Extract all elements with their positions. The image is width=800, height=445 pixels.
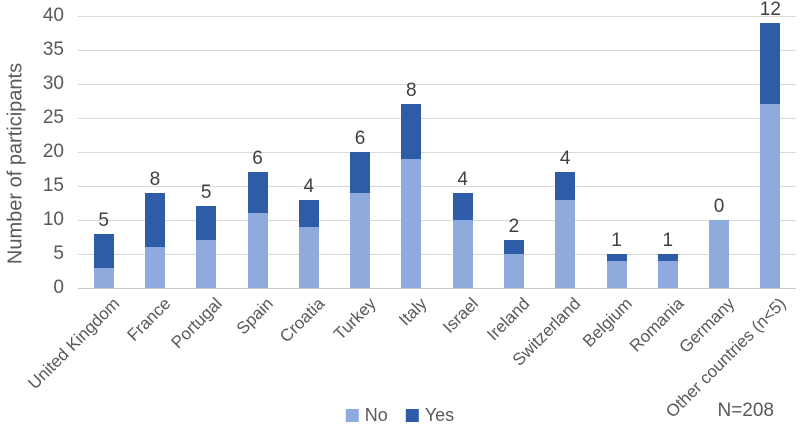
bar-segment-no (503, 254, 524, 288)
bar-segment-no (93, 267, 114, 288)
bar-value-label: 8 (406, 80, 417, 102)
bar-segment-yes (298, 199, 319, 227)
chart-legend: No Yes (345, 405, 455, 426)
legend-swatch-icon (405, 409, 419, 422)
bar-segment-no (247, 213, 268, 288)
bar-value-label: 4 (303, 175, 315, 197)
x-category-label: Turkey (329, 294, 380, 344)
y-tick-label: 40 (42, 5, 64, 26)
x-category-label: Portugal (167, 294, 226, 353)
legend-item-yes: Yes (405, 405, 455, 426)
gridline (78, 152, 796, 153)
bar-segment-no (452, 220, 473, 288)
y-tick-label: 35 (42, 39, 64, 60)
bar-segment-yes (452, 192, 473, 220)
y-tick-label: 30 (42, 73, 64, 94)
x-axis-line (78, 288, 796, 289)
bar-segment-no (144, 247, 165, 288)
x-category-label: Croatia (276, 294, 329, 347)
y-tick-label: 5 (53, 243, 64, 264)
x-category-label: Italy (395, 294, 431, 330)
y-tick-label: 0 (53, 277, 64, 298)
bar-segment-yes (350, 152, 371, 193)
bar-segment-yes (144, 192, 165, 248)
bar-segment-no (709, 220, 730, 288)
gridline (78, 254, 796, 255)
bar-value-label: 5 (200, 182, 212, 204)
bar-value-label: 4 (457, 168, 468, 190)
bar-segment-no (760, 104, 781, 288)
gridline (78, 118, 796, 119)
bar-segment-no (606, 260, 627, 288)
bar-segment-yes (196, 206, 217, 241)
bar-segment-yes (401, 104, 422, 159)
gridline (78, 84, 796, 85)
bar-segment-yes (503, 240, 524, 254)
bar-segment-no (657, 260, 678, 288)
legend-swatch-icon (345, 409, 359, 422)
bar-segment-no (401, 158, 422, 288)
gridline (78, 186, 796, 187)
bar-segment-yes (657, 254, 678, 261)
bar-segment-yes (93, 233, 114, 268)
x-category-label: Israel (439, 294, 483, 337)
bar-segment-yes (555, 172, 576, 200)
x-category-label: United Kingdom (24, 294, 124, 393)
bar-value-label: 2 (508, 216, 520, 238)
plot-area (78, 16, 796, 289)
bar-segment-no (555, 199, 576, 288)
y-tick-label: 15 (42, 175, 64, 196)
gridline (78, 16, 796, 17)
bar-value-label: 6 (252, 148, 263, 170)
bar-segment-no (350, 192, 371, 288)
bar-value-label: 0 (713, 196, 725, 217)
legend-label: No (364, 405, 388, 425)
y-tick-label: 20 (42, 141, 64, 162)
gridline (78, 220, 796, 221)
bar-value-label: 1 (611, 230, 622, 251)
x-category-label: Spain (232, 294, 277, 339)
legend-item-no: No (345, 405, 388, 426)
bar-segment-yes (247, 172, 268, 214)
bar-value-label: 1 (662, 230, 674, 251)
bar-value-label: 5 (98, 209, 109, 231)
bar-value-label: 12 (759, 0, 781, 20)
gridline (78, 50, 796, 51)
sample-size-annotation: N=208 (717, 400, 774, 421)
legend-label: Yes (424, 405, 455, 425)
bar-value-label: 8 (149, 168, 161, 190)
bar-segment-no (298, 226, 319, 288)
bar-segment-no (196, 240, 217, 288)
bar-segment-yes (760, 22, 781, 105)
bar-segment-yes (606, 254, 627, 261)
y-tick-label: 10 (42, 209, 64, 230)
bar-value-label: 6 (354, 128, 366, 149)
bar-value-label: 4 (559, 148, 571, 170)
y-tick-label: 25 (42, 107, 64, 128)
